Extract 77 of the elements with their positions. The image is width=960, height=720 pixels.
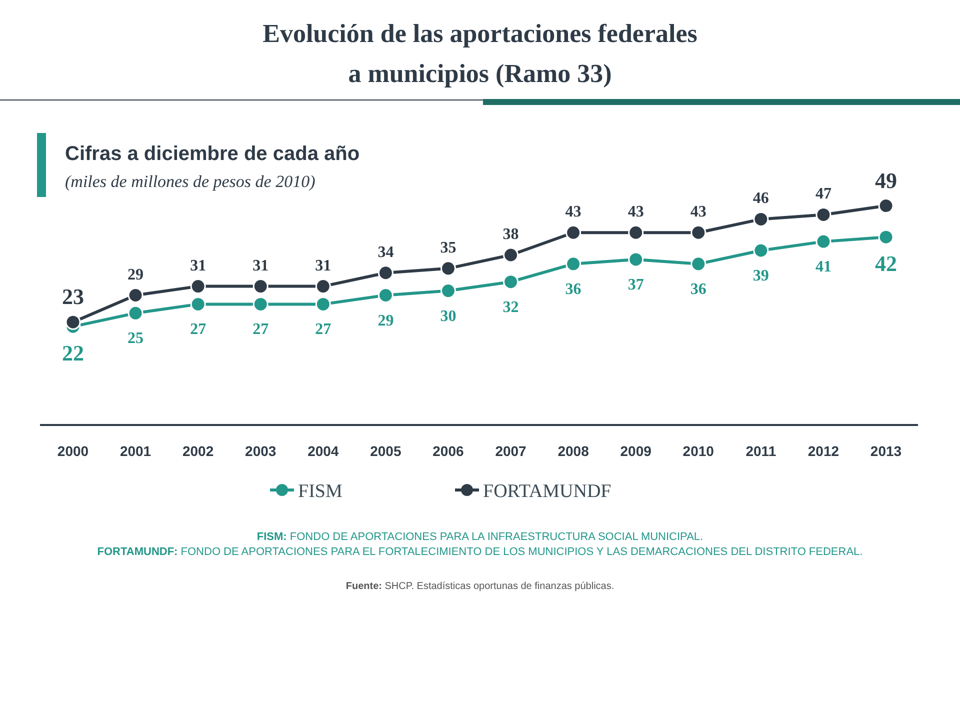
data-label: 31 [315,257,332,274]
point [503,247,519,263]
data-label: 27 [252,321,269,338]
data-label: 34 [378,244,394,261]
x-tick-label: 2001 [120,443,152,459]
x-tick-label: 2008 [558,443,590,459]
data-label: 23 [62,284,84,310]
data-label: 35 [440,239,456,256]
point [878,198,894,214]
point [753,211,769,227]
point [190,278,206,294]
y-axis-title: (miles de millones de pesos de 2010) [65,172,316,191]
data-label: 29 [378,312,394,330]
data-label: 31 [190,257,206,274]
x-tick-label: 2010 [682,443,714,459]
x-tick-label: 2004 [308,443,339,459]
data-label: 25 [128,330,144,348]
x-tick-label: 2005 [370,443,402,459]
text: FISM: FONDO DE APORTACIONES PARA LA INFRAESTRUCTURA SOCIAL MUNICIPAL. [256,531,704,543]
point [628,224,644,240]
point [753,242,769,258]
x-tick-label: 2009 [620,443,652,459]
point [816,206,832,222]
point [65,314,81,330]
data-label: 31 [252,257,269,274]
data-label: 27 [190,321,206,338]
data-label: 49 [875,168,897,193]
data-label: 29 [128,266,144,284]
x-tick-label: 2006 [432,443,464,459]
x-tick-label: 2007 [495,443,527,459]
text: FORTAMUNDF: FONDO DE APORTACIONES PARA EL FORTALECIMIENTO DE LOS MUNICIPIOS Y LAS DEMARCACIONES DEL DISTRITO FEDERAL. [97,546,863,558]
legend-label: FISM [298,481,342,502]
point [878,229,894,245]
data-label: 43 [565,204,582,221]
point [690,256,706,272]
point [690,224,706,240]
point [566,256,582,272]
point [128,288,144,303]
data-label: 38 [502,226,519,243]
x-tick-label: 2003 [245,443,276,459]
point [378,265,394,281]
point [190,296,206,312]
point [566,224,582,240]
data-label: 42 [875,251,897,276]
data-label: 47 [815,186,832,203]
data-label: 32 [502,298,519,316]
point [503,274,519,290]
data-label: 27 [315,321,332,338]
point [315,278,331,294]
point [440,283,456,299]
data-label: 39 [752,268,769,285]
data-label: 43 [628,204,644,221]
legend-label: FORTAMUNDF [483,481,612,502]
data-label: 22 [62,340,84,366]
x-tick-label: 2011 [746,443,776,459]
point [128,305,144,321]
x-tick-label: 2000 [57,443,89,459]
data-label: 46 [752,190,769,208]
point [628,252,644,268]
data-label: 43 [690,204,706,221]
point [440,260,456,276]
x-tick-label: 2013 [870,443,902,459]
point [378,288,394,303]
data-label: 36 [690,280,706,298]
chart-subtitle: Cifras a diciembre de cada año [65,143,360,165]
data-label: 30 [440,308,456,325]
source-note: Fuente: SHCP. Estadísticas oportunas de finanzas públicas. [346,581,614,592]
x-tick-label: 2002 [182,443,214,459]
point [252,296,268,312]
point [315,296,331,312]
point [252,278,268,294]
data-label: 37 [628,276,644,294]
chart-title: Evolución de las aportaciones federales a municipios (Ramo 33) [262,19,698,88]
data-label: 36 [565,280,582,298]
x-tick-label: 2012 [808,443,840,459]
point [816,234,832,250]
data-label: 41 [815,258,832,276]
